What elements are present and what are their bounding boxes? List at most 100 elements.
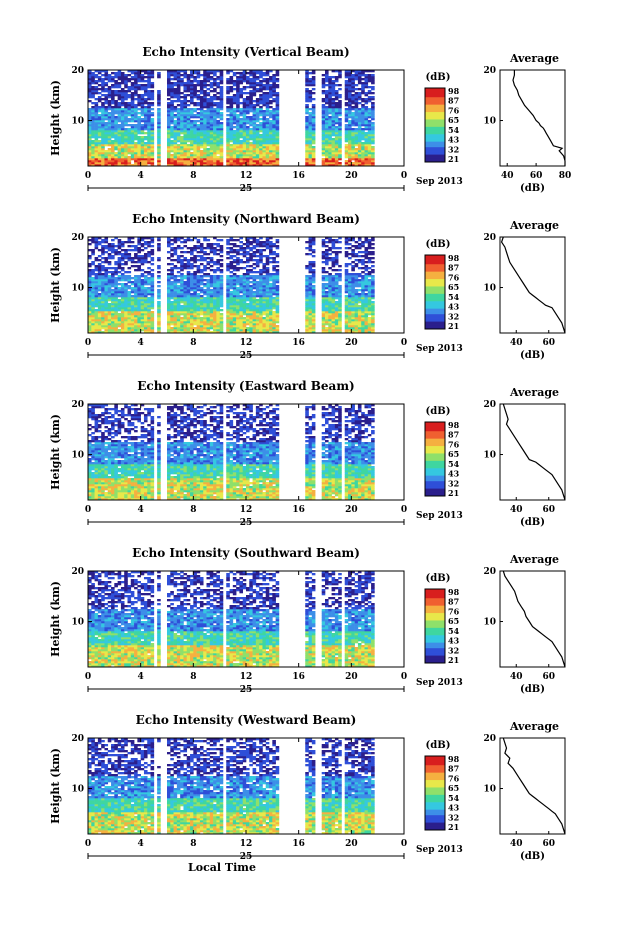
heatmap-cell [140,148,145,151]
heatmap-cell [137,297,141,300]
heatmap-cell [94,114,99,117]
heatmap-cell [180,126,184,129]
heatmap-cell [176,245,181,248]
heatmap-cell [334,140,339,143]
heatmap-cell [173,150,178,153]
heatmap-cell [311,142,316,145]
heatmap-cell [216,130,220,133]
heatmap-cell [344,70,349,73]
heatmap-cell [259,108,263,111]
heatmap-cell [88,138,92,141]
heatmap-cell [147,96,151,99]
heatmap-cell [259,138,263,141]
heatmap-cell [180,158,184,161]
x-tick-label: 8 [190,171,196,181]
heatmap-cell [219,112,224,115]
heatmap-cell [308,90,313,93]
heatmap-cell [262,74,267,77]
heatmap-cell [127,301,132,304]
heatmap-cell [186,146,191,149]
heatmap-cell [357,122,362,125]
heatmap-cell [107,319,112,322]
heatmap-cell [262,126,267,129]
heatmap-cell [193,301,197,304]
heatmap-cell [239,154,244,157]
heatmap-cell [199,96,204,99]
heatmap-cell [147,106,151,109]
heatmap-cell [265,100,270,103]
heatmap-cell [331,100,336,103]
heatmap-cell [167,295,171,298]
heatmap-cell [127,74,132,77]
heatmap-cell [167,76,171,79]
heatmap-cell [111,243,115,246]
heatmap-cell [167,164,171,167]
heatmap-cell [114,307,118,310]
heatmap-cell [216,164,220,167]
heatmap-cell [357,80,362,83]
heatmap-cell [190,331,194,334]
heatmap-cell [190,80,194,83]
heatmap-cell [97,243,102,246]
heatmap-cell [206,98,211,101]
heatmap-cell [91,102,95,105]
heatmap-cell [173,241,178,244]
heatmap-cell [111,100,115,103]
heatmap-cell [170,72,174,75]
heatmap-cell [331,128,336,131]
heatmap-cell [334,148,339,151]
heatmap-cell [111,92,115,95]
heatmap-cell [209,311,214,314]
heatmap-cell [170,297,174,300]
heatmap-cell [236,261,240,264]
heatmap-cell [91,279,95,282]
heatmap-cell [101,285,105,288]
heatmap-cell [232,295,237,298]
heatmap-cell [147,158,151,161]
heatmap-cell [127,331,132,334]
heatmap-cell [252,295,257,298]
heatmap-cell [265,150,270,153]
heatmap-cell [203,86,207,89]
heatmap-cell [190,259,194,262]
heatmap-cell [203,315,207,318]
heatmap-cell [242,112,247,115]
heatmap-cell [117,86,122,89]
heatmap-cell [255,84,260,87]
heatmap-cell [88,152,92,155]
heatmap-cell [167,148,171,151]
heatmap-cell [196,164,201,167]
heatmap-cell [114,112,118,115]
heatmap-cell [308,96,313,99]
heatmap-cell [104,96,109,99]
heatmap-cell [259,331,263,334]
heatmap-cell [101,114,105,117]
heatmap-cell [117,309,122,312]
heatmap-cell [186,110,191,113]
heatmap-cell [114,120,118,123]
heatmap-cell [229,305,234,308]
heatmap-cell [137,88,141,91]
heatmap-cell [114,124,118,127]
heatmap-cell [193,94,197,97]
heatmap-cell [101,303,105,306]
heatmap-cell [127,110,132,113]
heatmap-cell [229,112,234,115]
heatmap-cell [120,122,125,125]
heatmap-cell [137,285,141,288]
heatmap-cell [203,78,207,81]
heatmap-cell [242,74,247,77]
heatmap-cell [143,299,148,302]
heatmap-cell [321,150,326,153]
heatmap-cell [338,148,342,151]
heatmap-cell [190,277,194,280]
heatmap-cell [150,140,155,143]
heatmap-cell [255,249,260,252]
heatmap-cell [338,154,342,157]
heatmap-cell [229,331,234,334]
heatmap-cell [236,279,240,282]
heatmap-cell [371,80,375,83]
heatmap-cell [167,160,171,163]
heatmap-cell [334,84,339,87]
heatmap-cell [127,255,132,258]
